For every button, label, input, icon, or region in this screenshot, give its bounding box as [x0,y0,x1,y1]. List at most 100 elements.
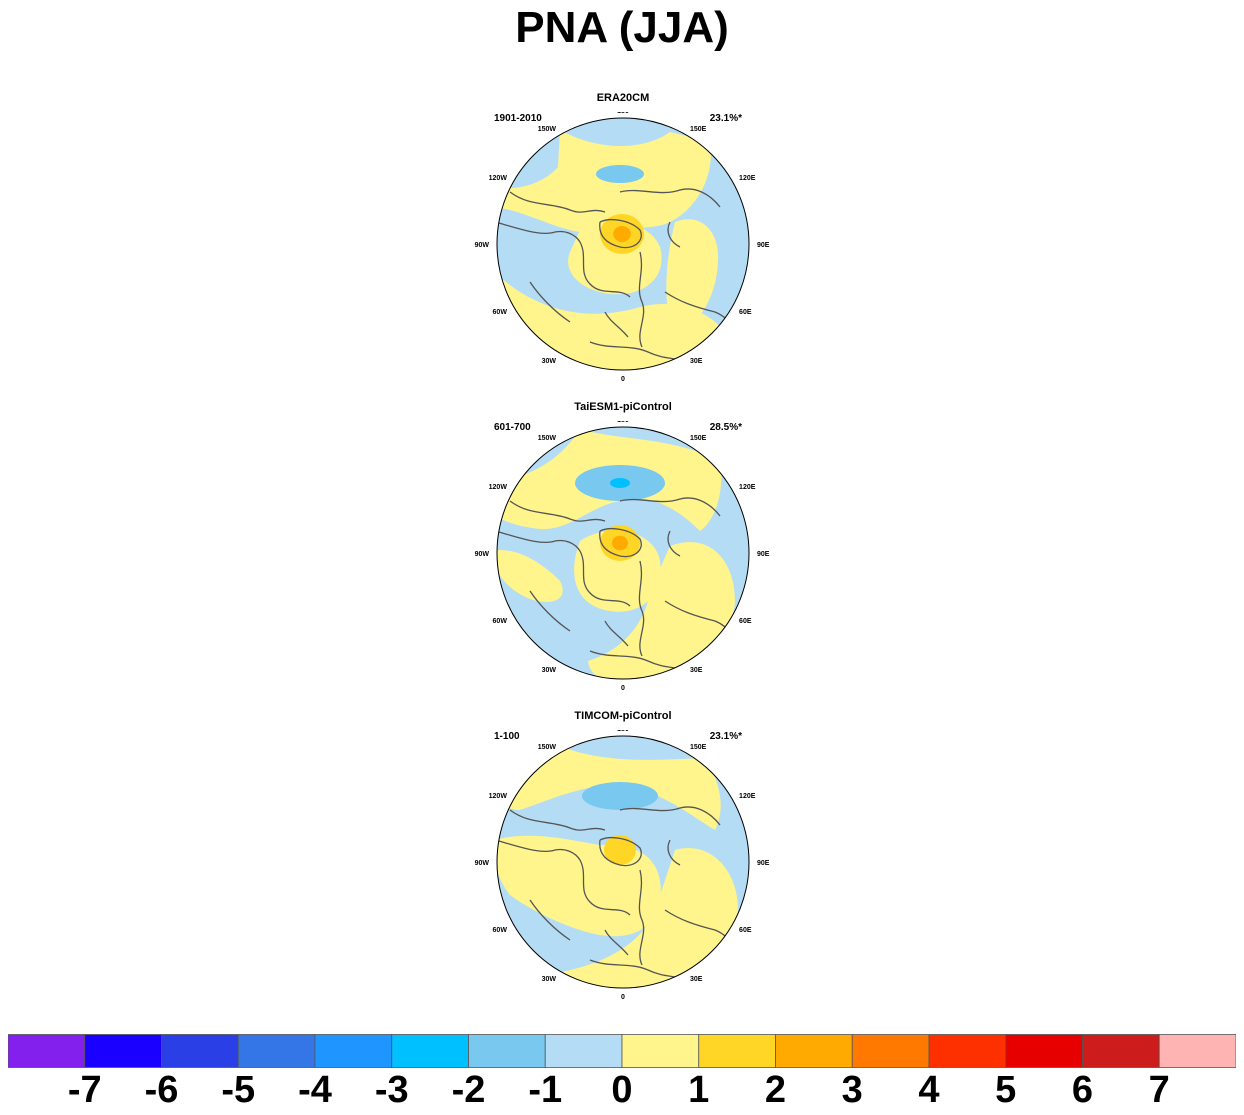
colorbar-tick-label: -7 [67,1069,102,1111]
longitude-label: 90W [475,551,490,558]
coastline [497,221,581,243]
warm-anomaly-core [613,226,631,242]
longitude-label: 30W [542,358,557,365]
longitude-label: 150E [690,126,707,133]
longitude-label: 60W [493,618,508,625]
coastline [619,188,721,208]
panel-variance: 23.1%* [709,731,742,742]
colorbar-box [391,1034,469,1068]
warm-anomaly-core [612,535,628,551]
longitude-label: 60E [739,309,752,316]
panel-title: TaiESM1-piControl [574,401,672,413]
longitude-label: 120W [489,793,508,800]
map-boundary [496,426,750,680]
colorbar-tick-label: 5 [995,1069,1017,1111]
coastline [529,590,571,632]
longitude-label: 30W [542,976,557,983]
panel-title: ERA20CM [596,92,650,104]
coastline [579,550,631,607]
longitude-label: 180 [617,421,629,424]
longitude-label: 150W [538,435,557,442]
map-panel-3: TIMCOM-piControl 1-100 23.1%* 180 150E 120… [470,710,776,1018]
coastline [667,530,681,557]
colorbar-box [1082,1034,1160,1068]
colorbar-tick-label: 1 [688,1069,710,1111]
longitude-label: 150E [690,744,707,751]
colorbar-tick-label: -1 [528,1069,563,1111]
coastline [604,311,629,338]
longitude-label: 90E [757,860,770,867]
coastline [497,530,581,552]
colorbar-tick-label: 6 [1071,1069,1094,1111]
warm-anomaly-region [604,835,636,865]
colorbar-box [237,1034,316,1068]
coastline [599,837,642,867]
map-boundary [496,735,750,989]
longitude-label: 90E [757,242,770,249]
colorbar-box [775,1034,853,1068]
colorbar-box [698,1034,776,1068]
longitude-label: 120E [739,484,756,491]
coastline [604,929,629,956]
map-panel-1: ERA20CM 1901-2010 23.1%* 180 150E 120E 90E 6… [470,92,776,400]
coastline [599,219,642,249]
colorbar-tick-label: -4 [298,1069,332,1111]
coastline [638,869,645,966]
colorbar-tick-label: 7 [1148,1069,1170,1111]
longitude-label: 120W [489,484,508,491]
negative-anomaly-region [582,782,658,810]
panel-period: 601-700 [494,422,531,433]
longitude-label: 90W [475,860,490,867]
colorbar-box [314,1034,393,1068]
longitude-label: 150W [538,126,557,133]
colorbar-box [161,1034,239,1068]
coastline [509,809,606,831]
map-boundary [496,117,750,371]
longitude-label: 180 [617,112,629,115]
panel-period: 1-100 [494,731,520,742]
colorbar-tick-label: -2 [451,1069,486,1111]
longitude-label: 60E [739,618,752,625]
longitude-label: 120W [489,175,508,182]
coastline [529,899,571,941]
longitude-label: 60E [739,927,752,934]
coastline [497,839,581,861]
coastline [529,281,571,323]
longitude-label: 90E [757,551,770,558]
colorbar-box [468,1034,546,1068]
coastline [579,241,631,298]
colorbar-tick-label: 2 [764,1069,787,1111]
longitude-label: 30E [690,358,703,365]
colorbar-box [8,1034,86,1068]
positive-anomaly-region [540,848,738,988]
colorbar-boxes [8,1034,1236,1068]
longitude-label: 60W [493,927,508,934]
positive-anomaly-region [497,130,711,233]
colorbar [8,1034,1236,1068]
colorbar-labels: -7 -6 -5 -4 -3 -2 -1 0 1 2 3 4 5 6 7 [0,1068,1244,1113]
coastline [619,497,721,517]
longitude-label: 0 [621,685,625,692]
coastline [619,806,721,826]
longitude-label: 120E [739,175,756,182]
colorbar-box [1158,1034,1236,1068]
colorbar-box [1005,1034,1083,1068]
coastline [509,191,606,213]
colorbar-tick-label: 4 [918,1069,940,1111]
colorbar-tick-label: -6 [144,1069,179,1111]
coastline [579,859,631,916]
positive-anomaly-region [588,542,735,679]
longitude-label: 30W [542,667,557,674]
colorbar-box [928,1034,1007,1068]
panel-period: 1901-2010 [494,113,542,124]
longitude-label: 150W [538,744,557,751]
colorbar-tick-label: 0 [611,1069,633,1111]
colorbar-tick-label: -3 [374,1069,409,1111]
colorbar-box [84,1034,162,1068]
coastline [638,560,645,657]
coastline [667,839,681,866]
longitude-label: 30E [690,667,703,674]
longitude-label: 90W [475,242,490,249]
positive-anomaly-region [497,742,721,830]
main-title: PNA (JJA) [515,3,729,52]
